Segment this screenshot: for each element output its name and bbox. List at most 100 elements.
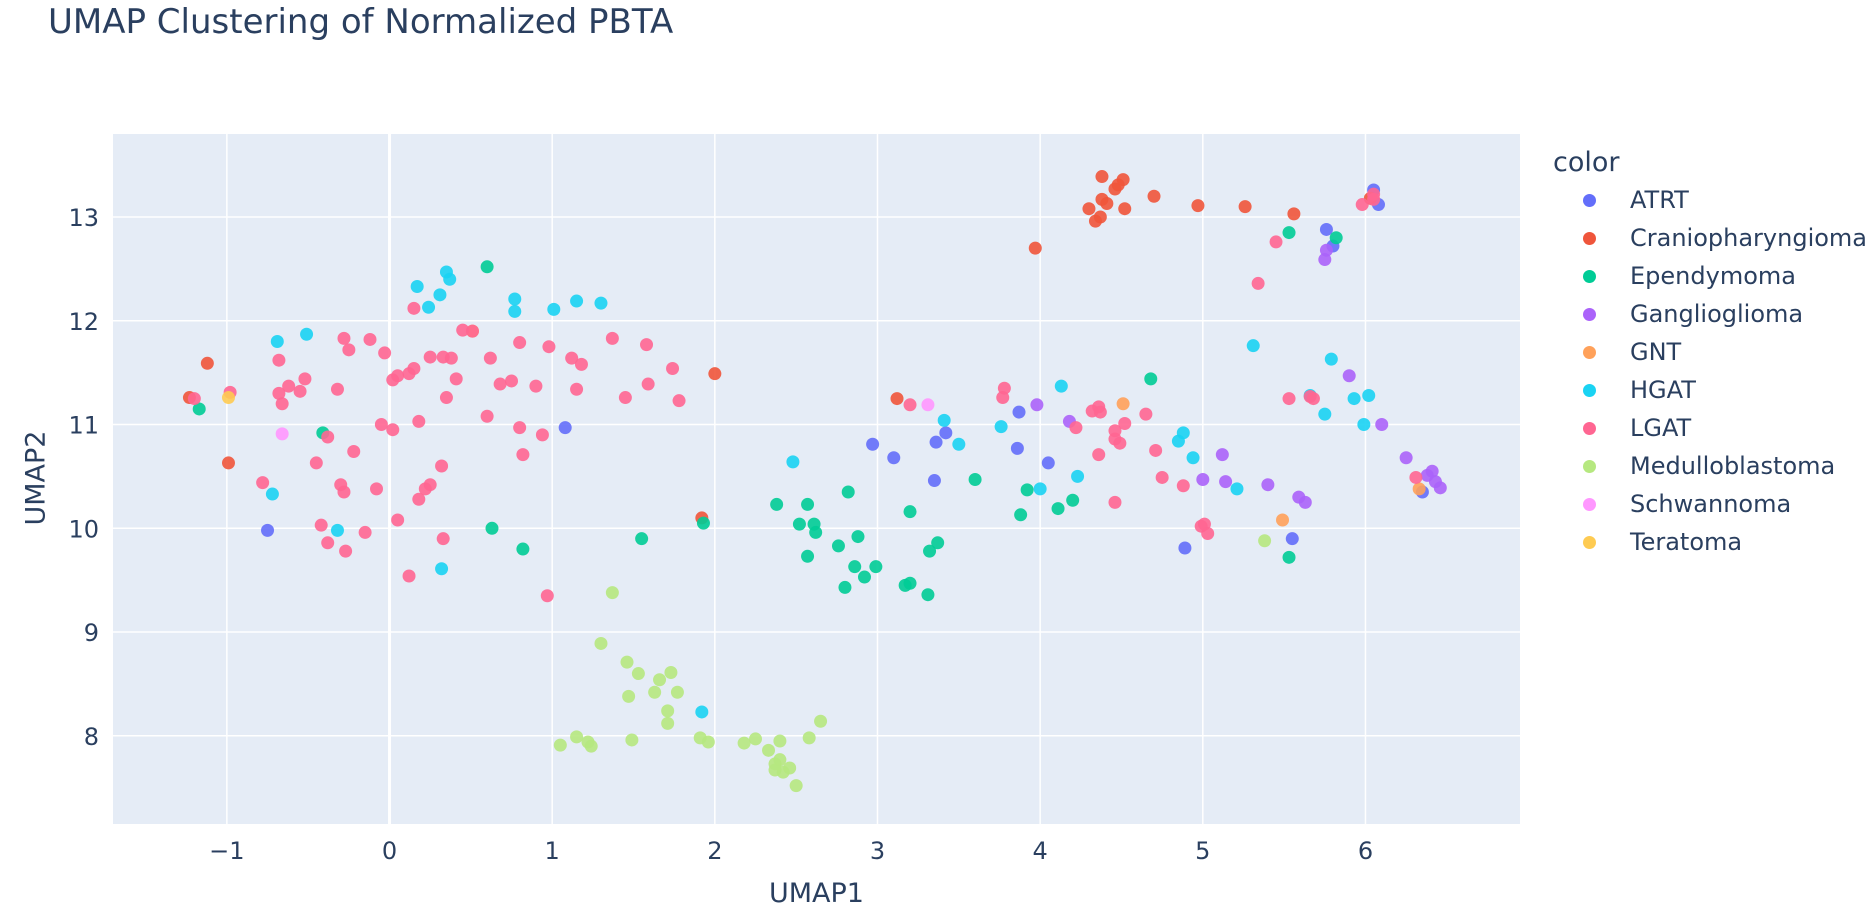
point-lgat: [342, 343, 356, 357]
point-atrt: [1178, 541, 1192, 555]
point-medulloblastoma: [1258, 534, 1272, 548]
legend-item-atrt[interactable]: ATRT: [1553, 181, 1867, 219]
point-lgat: [1149, 443, 1163, 457]
point-lgat: [672, 394, 686, 408]
point-medulloblastoma: [737, 736, 751, 750]
legend-item-medulloblastoma[interactable]: Medulloblastoma: [1553, 447, 1867, 485]
point-medulloblastoma: [661, 716, 675, 730]
point-lgat: [996, 391, 1010, 405]
point-lgat: [423, 350, 437, 364]
point-lgat: [1108, 495, 1122, 509]
point-ganglioglioma: [1219, 475, 1233, 489]
point-ganglioglioma: [1433, 481, 1447, 495]
legend-items: ATRT Craniopharyngioma Ependymoma Gangliogl…: [1553, 181, 1867, 561]
point-ependymoma: [485, 521, 499, 535]
point-medulloblastoma: [749, 732, 763, 746]
point-ependymoma: [831, 539, 845, 553]
legend: color ATRT Craniopharyngioma Ependymoma Gan…: [1553, 145, 1867, 561]
point-lgat: [1409, 470, 1423, 484]
point-ependymoma: [1282, 550, 1296, 564]
point-teratoma: [221, 391, 235, 405]
y-tick-label: 12: [68, 308, 99, 336]
point-hgat: [547, 302, 561, 316]
point-lgat: [1118, 416, 1132, 430]
point-ependymoma: [851, 530, 865, 544]
point-lgat: [412, 414, 426, 428]
point-hgat: [1054, 379, 1068, 393]
point-ependymoma: [1282, 226, 1296, 240]
point-lgat: [407, 361, 421, 375]
legend-label: ATRT: [1630, 186, 1689, 214]
point-gnt: [1116, 397, 1130, 411]
point-hgat: [443, 272, 457, 286]
legend-label: Teratoma: [1630, 528, 1743, 556]
chart-title: UMAP Clustering of Normalized PBTA: [48, 2, 674, 42]
point-medulloblastoma: [622, 689, 636, 703]
point-ependymoma: [968, 473, 982, 487]
legend-item-schwannoma[interactable]: Schwannoma: [1553, 485, 1867, 523]
point-lgat: [436, 532, 450, 546]
x-tick-label: 3: [870, 837, 885, 865]
point-hgat: [994, 420, 1008, 434]
legend-item-ependymoma[interactable]: Ependymoma: [1553, 257, 1867, 295]
legend-item-hgat[interactable]: HGAT: [1553, 371, 1867, 409]
point-atrt: [1010, 441, 1024, 455]
point-lgat: [386, 423, 400, 437]
point-ependymoma: [801, 497, 815, 511]
y-tick-label: 8: [84, 723, 99, 751]
point-lgat: [1367, 192, 1381, 206]
point-lgat: [516, 448, 530, 462]
point-hgat: [270, 335, 284, 349]
point-ependymoma: [903, 505, 917, 519]
point-atrt: [558, 421, 572, 435]
point-medulloblastoma: [773, 734, 787, 748]
point-lgat: [309, 456, 323, 470]
point-hgat: [433, 288, 447, 302]
point-hgat: [695, 705, 709, 719]
point-medulloblastoma: [762, 743, 776, 757]
point-ganglioglioma: [1425, 464, 1439, 478]
point-lgat: [513, 336, 527, 350]
point-ganglioglioma: [1298, 495, 1312, 509]
point-ganglioglioma: [1196, 473, 1210, 487]
point-lgat: [444, 351, 458, 365]
legend-marker-craniopharyngioma: [1583, 231, 1596, 245]
point-atrt: [261, 523, 275, 537]
point-hgat: [1357, 418, 1371, 432]
point-lgat: [456, 323, 470, 337]
point-lgat: [439, 391, 453, 405]
legend-item-lgat[interactable]: LGAT: [1553, 409, 1867, 447]
y-tick-label: 10: [68, 515, 99, 543]
point-ganglioglioma: [1399, 451, 1413, 465]
legend-item-gnt[interactable]: GNT: [1553, 333, 1867, 371]
point-craniopharyngioma: [1191, 199, 1205, 213]
legend-label: Ependymoma: [1630, 262, 1796, 290]
point-ependymoma: [921, 588, 935, 602]
point-craniopharyngioma: [1287, 207, 1301, 221]
point-ependymoma: [869, 560, 883, 574]
point-ganglioglioma: [1261, 478, 1275, 492]
x-tick-label: 6: [1358, 837, 1373, 865]
point-medulloblastoma: [773, 753, 787, 767]
point-hgat: [410, 280, 424, 294]
legend-item-ganglioglioma[interactable]: Ganglioglioma: [1553, 295, 1867, 333]
point-lgat: [321, 430, 335, 444]
point-atrt: [1012, 405, 1026, 419]
point-hgat: [1230, 482, 1244, 496]
point-hgat: [508, 304, 522, 318]
legend-item-teratoma[interactable]: Teratoma: [1553, 523, 1867, 561]
legend-label: Craniopharyngioma: [1630, 224, 1867, 252]
point-hgat: [435, 562, 449, 576]
point-medulloblastoma: [653, 673, 667, 687]
point-medulloblastoma: [570, 730, 584, 744]
point-craniopharyngioma: [200, 356, 214, 370]
x-tick-label: 1: [545, 837, 560, 865]
point-lgat: [1092, 448, 1106, 462]
legend-item-craniopharyngioma[interactable]: Craniopharyngioma: [1553, 219, 1867, 257]
legend-label: Schwannoma: [1630, 490, 1792, 518]
point-lgat: [1069, 421, 1083, 435]
point-ependymoma: [931, 536, 945, 550]
point-lgat: [391, 513, 405, 527]
point-lgat: [187, 392, 201, 406]
